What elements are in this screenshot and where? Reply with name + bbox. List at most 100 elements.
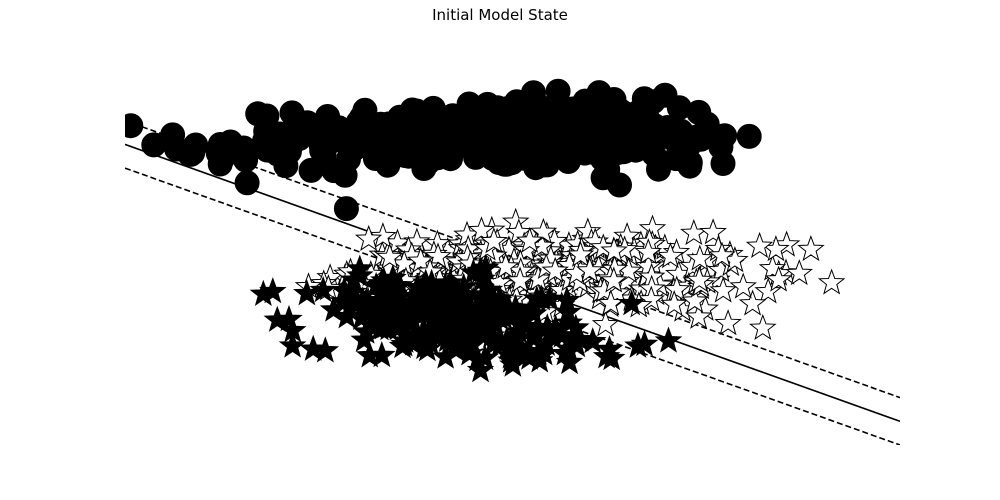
chart-title: Initial Model State — [432, 6, 568, 24]
star-point — [817, 268, 846, 295]
series-0-filled-circle — [125, 78, 762, 222]
scatter-points — [125, 78, 846, 383]
circle-point — [545, 78, 571, 104]
star-point — [319, 295, 348, 322]
star-point — [630, 329, 659, 357]
circle-point — [326, 121, 352, 147]
star-point — [576, 256, 604, 283]
star-point — [613, 221, 641, 249]
star-point — [468, 264, 496, 291]
circle-point — [231, 135, 257, 161]
star-point — [617, 289, 646, 316]
star-point — [654, 326, 683, 353]
star-point — [708, 241, 736, 268]
circle-point — [476, 105, 502, 131]
circle-point — [523, 155, 549, 181]
star-point — [663, 275, 691, 302]
star-point — [729, 272, 757, 299]
circle-point — [736, 123, 762, 149]
star-point — [553, 286, 581, 313]
star-point — [346, 254, 374, 281]
star-point — [309, 275, 337, 303]
circle-point — [438, 146, 463, 172]
circle-point — [590, 165, 616, 191]
star-point — [279, 316, 307, 343]
star-point — [355, 341, 384, 368]
star-point — [412, 268, 440, 295]
series-2-filled-star — [249, 253, 683, 383]
star-point — [499, 327, 528, 354]
circle-point — [555, 149, 581, 174]
star-point — [699, 218, 727, 245]
star-point — [366, 314, 395, 341]
star-point — [515, 226, 544, 253]
star-point — [754, 277, 782, 304]
star-point — [785, 259, 813, 286]
star-point — [634, 238, 663, 265]
star-point — [660, 289, 688, 317]
circle-point — [141, 132, 167, 158]
star-point — [529, 217, 558, 244]
star-point — [394, 308, 423, 335]
star-point — [463, 345, 492, 372]
star-point — [379, 284, 407, 311]
star-point — [423, 280, 451, 307]
star-point — [797, 235, 825, 262]
circle-point — [465, 140, 491, 166]
circle-point — [489, 138, 514, 164]
star-point — [431, 321, 460, 348]
star-point — [480, 227, 508, 254]
star-point — [681, 286, 709, 313]
star-point — [566, 240, 595, 267]
star-point — [390, 291, 419, 318]
circle-point — [446, 104, 472, 130]
star-point — [450, 272, 478, 299]
star-point — [758, 254, 787, 281]
star-point — [367, 269, 395, 296]
circle-point — [572, 88, 598, 114]
star-point — [764, 265, 793, 292]
circle-point — [333, 196, 359, 222]
star-point — [686, 244, 714, 271]
circle-point — [387, 104, 413, 130]
star-point — [554, 298, 582, 325]
star-point — [523, 285, 551, 312]
circle-point — [286, 126, 312, 152]
star-point — [471, 253, 500, 280]
circle-point — [273, 153, 299, 179]
star-point — [749, 313, 777, 340]
star-point — [424, 288, 452, 315]
circle-point — [712, 123, 738, 149]
star-point — [406, 246, 435, 273]
star-point — [745, 231, 774, 258]
star-point — [467, 216, 496, 243]
star-point — [512, 312, 540, 339]
circle-point — [402, 130, 428, 156]
star-point — [486, 304, 514, 331]
star-point — [475, 289, 504, 316]
circle-point — [298, 157, 324, 183]
star-point — [424, 242, 452, 269]
star-point — [293, 279, 321, 306]
star-point — [352, 286, 381, 313]
star-point — [684, 302, 713, 329]
star-point — [364, 298, 392, 325]
circle-point — [521, 80, 546, 106]
star-point — [591, 310, 620, 337]
star-point — [714, 309, 742, 336]
star-point — [541, 256, 569, 283]
circle-point — [176, 141, 202, 167]
star-point — [411, 295, 440, 322]
star-point — [249, 279, 278, 306]
star-point — [375, 243, 404, 270]
circle-point — [666, 95, 692, 121]
star-point — [339, 265, 368, 292]
star-point — [680, 218, 708, 246]
star-point — [369, 222, 397, 249]
circle-point — [234, 170, 260, 196]
star-point — [520, 299, 548, 326]
star-point — [275, 304, 303, 332]
star-point — [738, 289, 767, 316]
star-point — [491, 252, 520, 279]
